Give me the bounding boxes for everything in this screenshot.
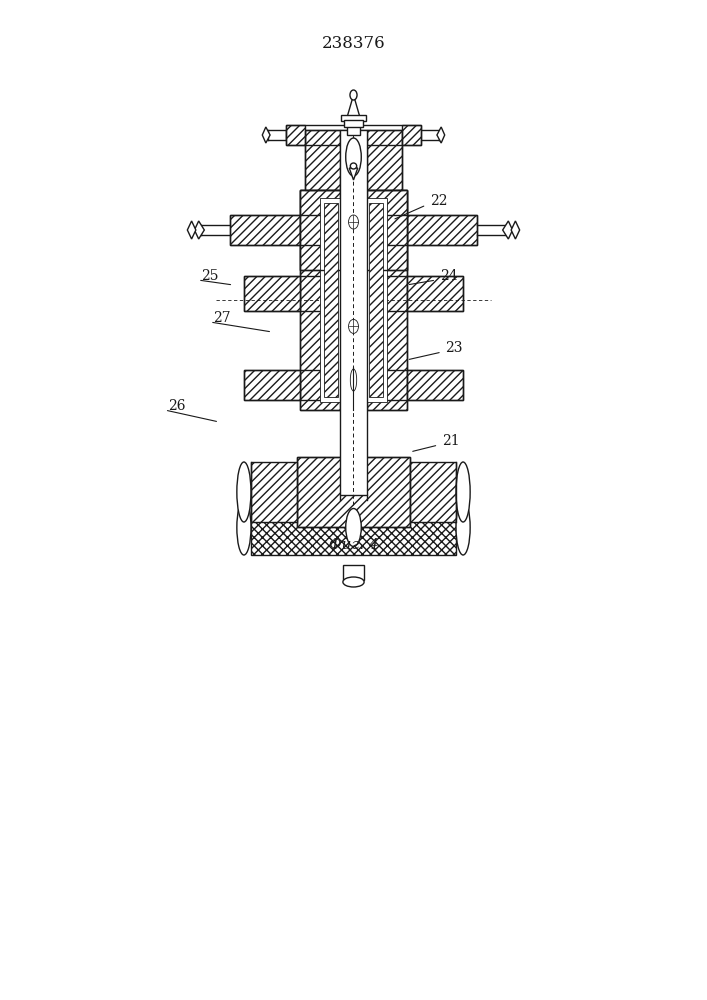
Text: 26: 26: [168, 399, 186, 413]
Ellipse shape: [346, 138, 361, 176]
Ellipse shape: [351, 163, 356, 169]
Bar: [300, 190, 407, 270]
Bar: [305, 130, 402, 190]
Circle shape: [350, 90, 357, 100]
Bar: [369, 203, 383, 397]
Text: 21: 21: [442, 434, 460, 448]
Ellipse shape: [456, 462, 470, 522]
Ellipse shape: [343, 577, 364, 587]
Circle shape: [349, 319, 358, 333]
Ellipse shape: [456, 500, 470, 555]
Ellipse shape: [237, 500, 251, 555]
Bar: [297, 457, 410, 527]
Bar: [251, 462, 297, 522]
Polygon shape: [503, 221, 513, 239]
Polygon shape: [187, 221, 196, 239]
Bar: [407, 370, 463, 400]
Bar: [251, 500, 456, 555]
Bar: [341, 115, 366, 121]
Bar: [367, 190, 407, 270]
Polygon shape: [194, 221, 204, 239]
Bar: [300, 190, 340, 270]
Bar: [244, 276, 463, 311]
Bar: [402, 125, 421, 145]
Bar: [367, 190, 407, 410]
Text: 25: 25: [201, 269, 219, 283]
Bar: [344, 120, 363, 127]
Bar: [286, 125, 421, 145]
Text: 238376: 238376: [322, 35, 385, 52]
Bar: [300, 190, 407, 410]
Bar: [305, 130, 340, 190]
Bar: [244, 276, 300, 311]
Bar: [297, 457, 410, 527]
Bar: [300, 190, 340, 410]
Ellipse shape: [237, 462, 251, 522]
Bar: [347, 117, 360, 135]
Bar: [244, 370, 300, 400]
Bar: [286, 125, 305, 145]
Text: 23: 23: [445, 341, 463, 355]
Bar: [410, 462, 456, 522]
Bar: [244, 370, 463, 400]
Bar: [230, 215, 300, 245]
Bar: [230, 215, 477, 245]
Bar: [407, 276, 463, 311]
Ellipse shape: [346, 508, 361, 546]
Polygon shape: [511, 221, 520, 239]
Bar: [320, 198, 387, 402]
Text: 27: 27: [214, 311, 231, 325]
Bar: [367, 130, 402, 190]
Polygon shape: [437, 127, 445, 143]
Polygon shape: [347, 95, 360, 117]
Text: Фиг. 4: Фиг. 4: [329, 538, 378, 552]
Ellipse shape: [351, 369, 356, 391]
Bar: [324, 203, 338, 397]
Polygon shape: [349, 168, 358, 180]
Bar: [343, 565, 364, 580]
Bar: [407, 215, 477, 245]
Text: 22: 22: [430, 194, 448, 208]
Circle shape: [349, 215, 358, 229]
Text: 24: 24: [440, 269, 457, 283]
Bar: [340, 130, 367, 495]
Polygon shape: [262, 127, 270, 143]
